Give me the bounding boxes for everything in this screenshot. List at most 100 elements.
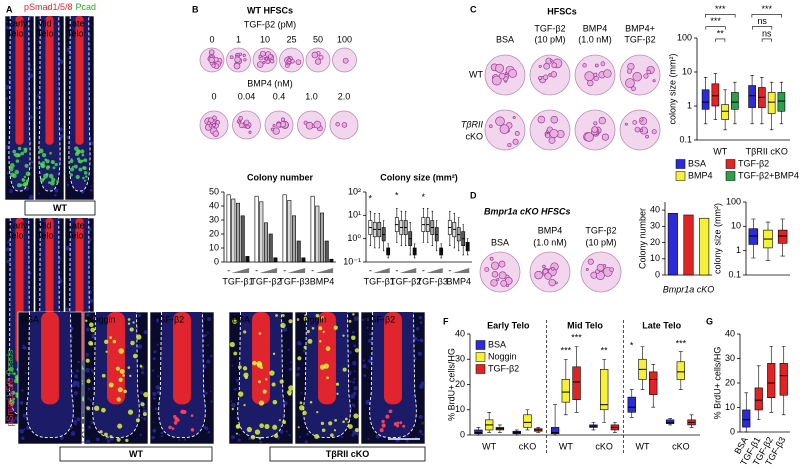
box [386, 247, 391, 256]
nucleus [353, 344, 357, 348]
bead [237, 391, 244, 397]
bead [344, 417, 348, 421]
nucleus [37, 172, 40, 174]
pcad-signal [10, 384, 13, 388]
pcad-signal [69, 159, 74, 164]
panel-letter: B [192, 4, 199, 14]
nucleus [5, 97, 9, 100]
dose-wedge [452, 268, 470, 273]
box [550, 427, 560, 435]
genotype-box [269, 446, 426, 462]
nucleus [6, 247, 10, 252]
bar [259, 201, 264, 263]
bead [265, 378, 268, 381]
untreated-label: - [283, 265, 286, 275]
colony [212, 130, 219, 137]
nucleus [143, 417, 147, 421]
pcad-signal [17, 146, 22, 151]
bead [88, 340, 93, 346]
panel-title: Bmpr1a cKO HFSCs [484, 206, 571, 216]
significance: * [630, 340, 634, 350]
colony [264, 57, 269, 61]
colony [272, 124, 276, 128]
colony [212, 115, 217, 121]
colony [258, 54, 262, 58]
nucleus [28, 73, 34, 78]
nucleus [231, 435, 235, 439]
bead [354, 428, 359, 432]
pcad-signal [12, 397, 15, 401]
nucleus [65, 245, 70, 251]
pcad-signal [19, 183, 23, 187]
legend-label: BMP4 [688, 170, 713, 180]
colony [626, 68, 633, 74]
pcad-signal [82, 176, 85, 180]
bead [116, 437, 121, 442]
nucleus [6, 259, 11, 264]
y-tick-label: 0 [460, 429, 465, 439]
untreated-label: - [395, 265, 398, 275]
nucleus [304, 440, 308, 444]
nucleus [234, 387, 237, 391]
colony [496, 277, 500, 281]
colony [652, 79, 656, 83]
colony [208, 123, 213, 128]
nucleus [6, 171, 10, 175]
nucleus [369, 332, 372, 336]
bead [307, 338, 313, 344]
pcad-signal [42, 177, 46, 181]
nucleus [288, 367, 292, 371]
colony [495, 116, 505, 127]
bead [236, 424, 241, 428]
bead [297, 356, 302, 361]
bead [109, 336, 112, 339]
pcad-signal [80, 149, 85, 154]
box [767, 92, 776, 114]
colony [270, 127, 275, 132]
legend-swatch [475, 340, 486, 350]
pcad-signal [75, 149, 81, 155]
bar [301, 257, 306, 263]
stage-label: Late [67, 18, 85, 28]
colony [499, 124, 510, 134]
bead [302, 410, 307, 416]
bead [258, 332, 262, 335]
dose-wedge [231, 268, 250, 273]
nucleus [23, 346, 27, 350]
colony [600, 61, 606, 67]
bead [243, 404, 246, 407]
nucleus [155, 318, 160, 323]
bead [116, 397, 121, 402]
bead [132, 321, 135, 324]
colony [303, 120, 308, 125]
row-label: TβRII [461, 119, 484, 129]
nucleus [73, 374, 78, 378]
colony [538, 64, 542, 68]
dose-value: 0 [209, 34, 214, 44]
colony [587, 258, 594, 265]
column-label: BSA [496, 34, 514, 44]
nucleus [248, 437, 252, 441]
nucleus [66, 183, 70, 187]
nucleus [154, 407, 158, 411]
pcad-signal [49, 151, 52, 155]
psmad-signal [388, 409, 393, 414]
colony [498, 271, 507, 280]
bead [104, 339, 109, 344]
bead [142, 412, 147, 417]
bead [271, 382, 276, 387]
bead [256, 360, 262, 367]
y-tick-label: 10 [731, 221, 741, 231]
y-tick-label: 100 [677, 32, 692, 42]
bead [303, 345, 307, 349]
y-tick-label: 10 [650, 253, 660, 263]
legend-label: Noggin [488, 351, 517, 361]
box [701, 89, 710, 110]
colony [489, 256, 494, 261]
colony [544, 272, 552, 280]
colony [548, 278, 556, 287]
colony [290, 59, 295, 64]
y-tick-label: 10 [455, 404, 465, 414]
psmad-signal [385, 414, 390, 419]
nucleus [6, 20, 8, 23]
